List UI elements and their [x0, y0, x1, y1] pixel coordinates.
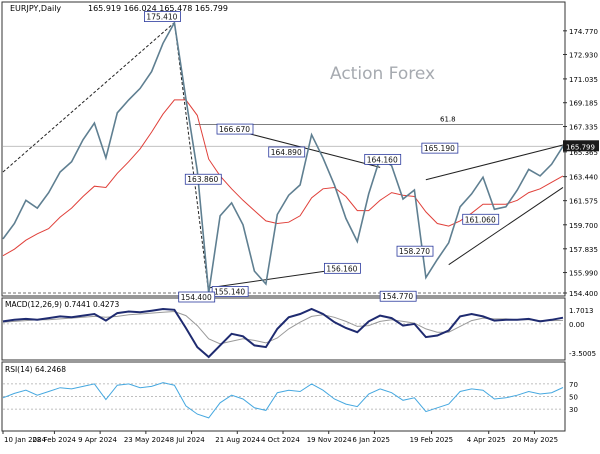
y-tick-label: 157.835 [569, 246, 598, 254]
x-tick-label: 4 Apr 2025 [467, 436, 506, 444]
current-price-tag [563, 140, 599, 152]
price-label-box [396, 245, 434, 257]
y-tick-label: 169.185 [569, 100, 598, 108]
y-tick-label: 163.440 [569, 174, 598, 182]
rsi-line [2, 382, 564, 419]
price-label-box [216, 123, 254, 135]
x-tick-label: 19 Feb 2025 [410, 436, 454, 444]
trend-line-upper-triangle [242, 131, 381, 168]
trend-line-crash [173, 22, 210, 294]
price-label-box [462, 213, 500, 225]
macd-line [2, 307, 564, 359]
price-label-box [144, 11, 181, 22]
price-label: 165.190 [424, 144, 455, 153]
y-tick-label: 172.930 [569, 52, 598, 60]
price-label: 154.400 [181, 293, 212, 302]
price-label: 163.860 [187, 175, 218, 184]
price-label: 175.410 [146, 13, 177, 22]
x-tick-label: 9 Apr 2024 [78, 436, 117, 444]
price-label: 156.160 [326, 264, 357, 273]
x-tick-label: 23 May 2024 [124, 436, 170, 444]
x-tick-label: 6 Jan 2025 [352, 436, 390, 444]
macd-y-tick-label: -3.5005 [569, 350, 596, 358]
rsi-y-tick-label: 70 [569, 381, 578, 389]
x-tick-label: 20 May 2025 [512, 436, 558, 444]
macd-title: MACD(12,26,9) 0.7441 0.4273 [5, 300, 119, 309]
chart-header-symbol: EURJPY,Daily [10, 4, 61, 13]
y-tick-label: 171.035 [569, 76, 598, 84]
x-tick-label: 21 Aug 2024 [215, 436, 260, 444]
y-tick-label: 155.990 [569, 270, 598, 278]
y-tick-label: 167.335 [569, 124, 598, 132]
price-label: 166.670 [219, 125, 250, 134]
price-label-box [184, 173, 222, 185]
macd-y-tick-label: 0.00 [569, 321, 585, 329]
x-tick-label: 8 Jul 2024 [170, 436, 206, 444]
price-label-box [421, 142, 459, 154]
price-label: 164.890 [271, 148, 302, 157]
price-label-box [364, 153, 402, 165]
current-price-value: 165.799 [566, 143, 595, 151]
fib-61-8-label: 61.8 [440, 115, 456, 123]
macd-signal-line [2, 310, 564, 345]
chart-header-ohlc: 165.919 166.024 165.478 165.799 [88, 4, 228, 13]
price-label: 161.060 [465, 215, 496, 224]
macd-panel-frame [1, 297, 566, 361]
price-label-box [379, 290, 417, 302]
price-line [2, 20, 564, 294]
price-label: 164.160 [367, 155, 398, 164]
x-tick-label: 28 Feb 2024 [32, 436, 76, 444]
price-label-box [178, 291, 216, 303]
price-label-box [324, 262, 361, 274]
price-label-box [268, 146, 306, 158]
y-tick-label: 154.400 [569, 290, 598, 298]
price-label-box [211, 286, 249, 297]
price-label: 154.770 [382, 292, 413, 301]
y-tick-label: 161.575 [569, 198, 598, 206]
y-tick-label: 174.770 [569, 28, 598, 36]
y-tick-label: 165.365 [569, 149, 598, 157]
x-tick-label: 19 Nov 2024 [307, 436, 352, 444]
y-tick-label: 159.700 [569, 222, 598, 230]
trend-line-lower-triangle [208, 269, 335, 289]
trend-line-rally [2, 22, 175, 173]
rsi-y-tick-label: 30 [569, 406, 578, 414]
rsi-y-tick-label: 50 [569, 394, 578, 402]
watermark-text: Action Forex [330, 64, 435, 84]
price-label: 155.140 [214, 287, 245, 296]
x-tick-label: 10 Jan 2024 [4, 436, 47, 444]
rsi-title: RSI(14) 64.2468 [5, 365, 66, 374]
trend-line-lower-channel [448, 187, 564, 266]
trend-line-upper-channel [425, 144, 564, 181]
price-label: 158.270 [399, 247, 430, 256]
macd-y-tick-label: 1.7013 [569, 307, 594, 315]
x-tick-label: 4 Oct 2024 [261, 436, 300, 444]
